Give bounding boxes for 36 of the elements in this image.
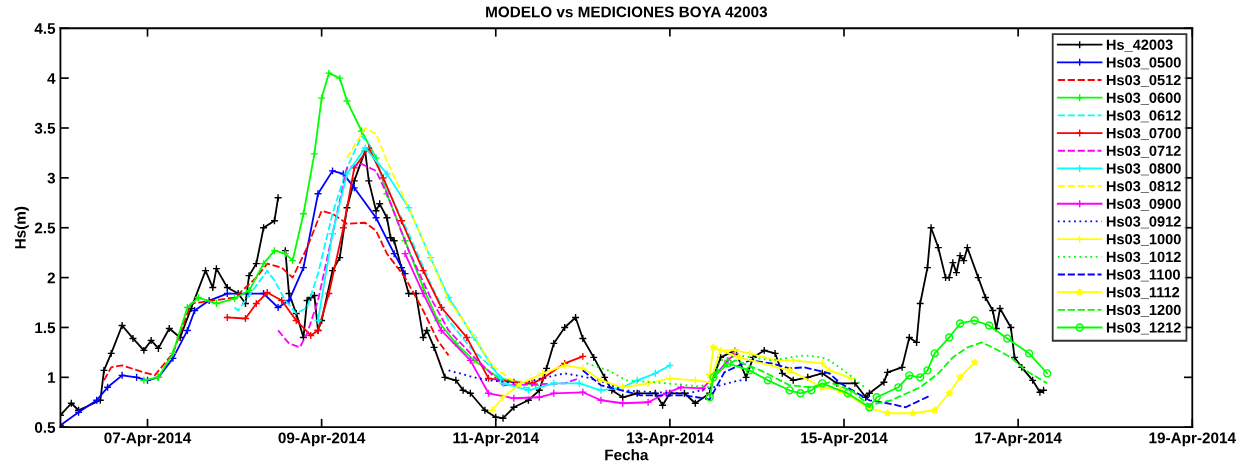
legend-label: Hs03_0900	[1106, 198, 1181, 211]
x-tick-label: 09-Apr-2014	[278, 432, 366, 447]
legend-label: Hs03_0512	[1106, 74, 1181, 87]
x-axis-title: Fecha	[605, 449, 649, 461]
legend-label: Hs03_1112	[1106, 287, 1180, 300]
y-tick-label: 1	[48, 372, 56, 383]
legend-label: Hs03_0500	[1106, 57, 1181, 70]
x-tick-label: 11-Apr-2014	[453, 432, 539, 447]
legend-label: Hs03_1000	[1106, 234, 1181, 246]
x-tick-label: 17-Apr-2014	[975, 432, 1062, 447]
legend-label: Hs03_0600	[1106, 92, 1181, 105]
y-tick-label: 2	[47, 272, 55, 284]
y-tick-label: 3.5	[34, 122, 56, 134]
legend-label: Hs03_0700	[1106, 127, 1181, 140]
legend-label: Hs03_0812	[1106, 181, 1181, 193]
legend-label: Hs03_0912	[1106, 216, 1181, 229]
y-tick-label: 3	[47, 172, 56, 184]
x-tick-label: 07-Apr-2014	[104, 432, 192, 447]
y-axis-title: Hs(m)	[14, 206, 29, 249]
legend-label: Hs03_1100	[1106, 269, 1180, 282]
legend-label: Hs03_1200	[1106, 304, 1181, 317]
y-tick-label: 1.5	[35, 322, 56, 334]
legend-label: Hs03_1212	[1106, 322, 1181, 335]
legend-label: Hs03_0612	[1106, 110, 1181, 123]
legend-label: Hs03_0712	[1106, 145, 1181, 158]
x-tick-label: 13-Apr-2014	[627, 432, 714, 447]
x-tick-label: 19-Apr-2014	[1149, 432, 1236, 447]
y-tick-label: 0.5	[34, 422, 56, 433]
x-tick-label: 15-Apr-2014	[801, 432, 888, 447]
y-tick-label: 4	[47, 73, 56, 84]
y-tick-label: 2.5	[34, 222, 56, 234]
legend-label: Hs03_1012	[1106, 251, 1181, 264]
y-tick-label: 4.5	[34, 23, 56, 34]
legend-label: Hs_42003	[1106, 39, 1173, 52]
chart-title: MODELO vs MEDICIONES BOYA 42003	[486, 6, 768, 18]
legend-label: Hs03_0800	[1106, 163, 1181, 176]
